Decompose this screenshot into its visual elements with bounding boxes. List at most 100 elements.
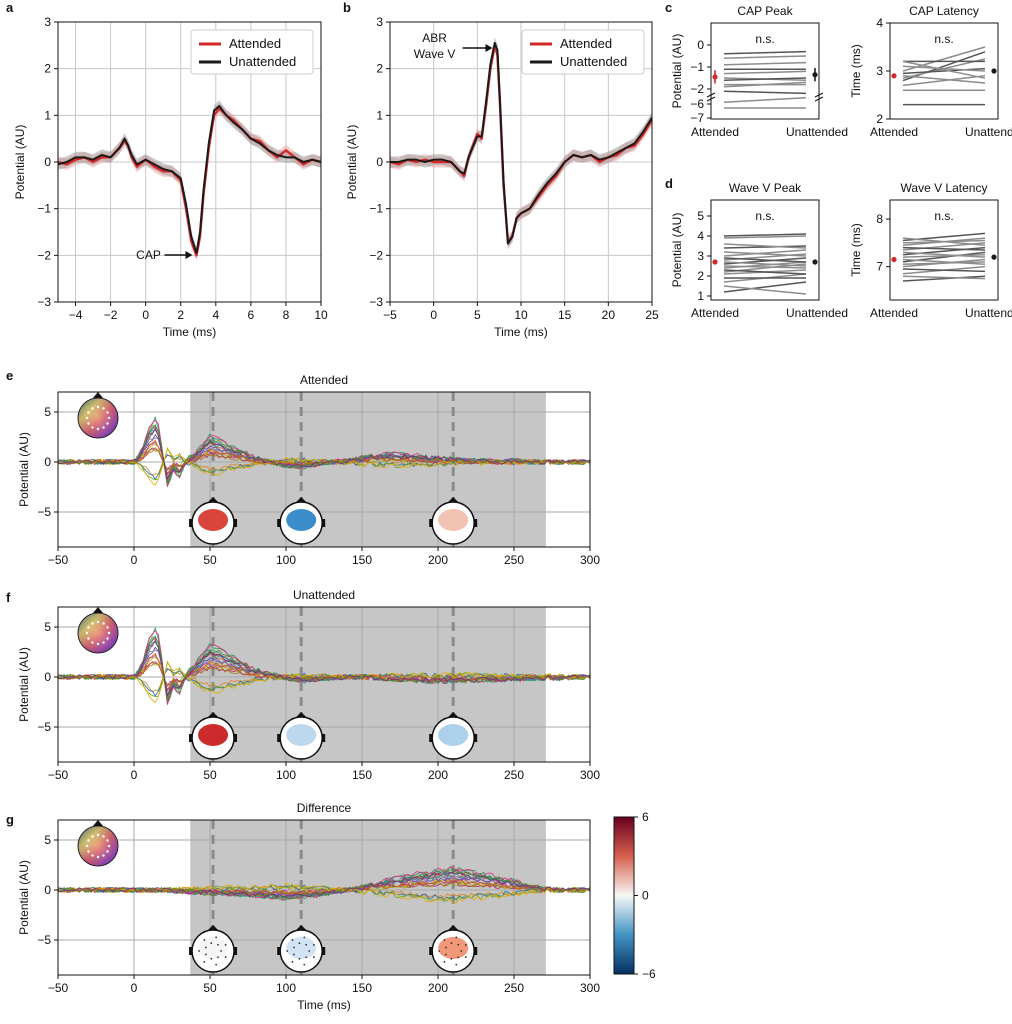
x-tick-label: 0 — [142, 308, 149, 322]
sensor-dot — [106, 626, 109, 629]
mean-marker — [991, 254, 997, 260]
y-tick-label: −1 — [37, 202, 51, 216]
topomap-nose — [208, 712, 219, 717]
topomap-activity — [198, 509, 229, 531]
subject-line — [902, 60, 986, 79]
x-tick-label: −2 — [104, 308, 118, 322]
y-tick-label: 5 — [44, 833, 51, 847]
y-tick-label: −2 — [37, 248, 51, 262]
y-tick-label: 1 — [697, 289, 704, 303]
channel-trace — [57, 660, 591, 687]
head-nose — [93, 607, 103, 613]
sensor-dot — [91, 622, 94, 625]
subject-line — [723, 251, 807, 257]
x-tick-label: 150 — [352, 553, 372, 567]
x-tick-label: 10 — [314, 308, 328, 322]
x-tick-label: 0 — [131, 981, 138, 995]
head-nose — [93, 820, 103, 826]
sensor-dot — [87, 850, 90, 853]
topomap-sensor — [210, 957, 213, 960]
y-tick-label: 0 — [376, 155, 383, 169]
x-tick-label: 50 — [203, 981, 217, 995]
topomap-sensor — [312, 944, 315, 946]
topomap-sensor — [298, 957, 301, 960]
chart-wave-v-latency: Wave V Latency n.s. Attended Unattended Time… — [849, 181, 1012, 320]
sensor-dot — [87, 411, 90, 414]
channel-trace — [57, 660, 591, 704]
head-nose — [93, 392, 103, 398]
channel-trace — [57, 882, 591, 904]
y-tick-label: −7 — [690, 111, 704, 125]
sensor-dot — [87, 839, 90, 842]
topomap-nose — [208, 925, 219, 930]
sensor-dot — [102, 426, 105, 429]
sensor-dot — [102, 622, 105, 625]
x-tick-label: 50 — [203, 768, 217, 782]
topomap-sensor — [443, 961, 446, 963]
topomap-sensor — [217, 943, 219, 946]
y-tick-label: 1 — [376, 108, 383, 122]
topomap-ear — [429, 519, 433, 527]
topomap-ear — [322, 734, 326, 742]
annotation-cap: CAP — [136, 248, 161, 262]
mean-marker — [891, 73, 897, 79]
y-tick-label: 1 — [44, 108, 51, 122]
chart-title: Wave V Peak — [729, 181, 802, 195]
legend-label: Unattended — [229, 54, 296, 69]
y-tick-label: 5 — [44, 405, 51, 419]
sensor-dot — [102, 835, 105, 838]
topomap-sensor — [224, 944, 227, 946]
topomap-nose — [448, 497, 459, 502]
y-tick-label: 5 — [44, 620, 51, 634]
subject-line — [902, 254, 986, 258]
y-tick-label: −3 — [37, 295, 51, 309]
category-label: Unattended — [965, 125, 1012, 139]
x-tick-label: 8 — [283, 308, 290, 322]
x-tick-label: 250 — [504, 981, 524, 995]
subject-line — [723, 55, 807, 59]
chart-g-frame — [57, 819, 591, 976]
x-tick-label: 6 — [248, 308, 255, 322]
y-tick-label: −5 — [37, 720, 51, 734]
channel-trace — [57, 639, 591, 698]
y-axis-label: Potential (AU) — [670, 213, 684, 288]
chart-title: Difference — [297, 801, 352, 815]
sensor-dot — [107, 844, 111, 848]
channel-trace — [57, 429, 591, 485]
topomap-sensor — [445, 953, 447, 956]
topomap-sensor — [455, 963, 458, 966]
mean-marker — [891, 256, 897, 263]
y-tick-label: 7 — [876, 260, 883, 274]
channel-trace — [57, 636, 591, 703]
y-tick-label: 0 — [44, 883, 51, 897]
y-tick-label: 8 — [876, 212, 883, 226]
topomap-sensor — [460, 950, 463, 952]
x-tick-label: 250 — [504, 768, 524, 782]
sensor-dot — [106, 839, 109, 842]
chart-title: Attended — [300, 373, 348, 387]
sensor-dot — [85, 844, 89, 848]
y-tick-label: 2 — [376, 62, 383, 76]
mean-marker — [712, 74, 718, 80]
x-tick-label: −50 — [48, 768, 69, 782]
channel-trace — [57, 871, 591, 898]
sensor-dot — [106, 422, 109, 425]
sensor-dot — [96, 620, 100, 624]
category-label: Attended — [870, 306, 918, 320]
subject-line — [902, 75, 986, 84]
mean-marker — [812, 72, 818, 78]
subject-line — [723, 61, 807, 66]
sensor-dot — [96, 427, 100, 431]
topomap-sensor — [450, 942, 453, 945]
legend-label: Attended — [560, 36, 612, 51]
sensor-dot — [85, 416, 89, 420]
mean-marker — [712, 259, 718, 265]
topomap-sensor — [464, 944, 467, 946]
chart-g: Difference−50 0 50 100 150 200 250 300−505Time … — [17, 801, 600, 1012]
panel-letter-a: a — [6, 0, 14, 15]
topomap-sensor — [204, 953, 207, 956]
sensor-dot — [91, 854, 94, 857]
sensor-dot — [96, 642, 100, 646]
chart-f-frame — [57, 606, 591, 763]
